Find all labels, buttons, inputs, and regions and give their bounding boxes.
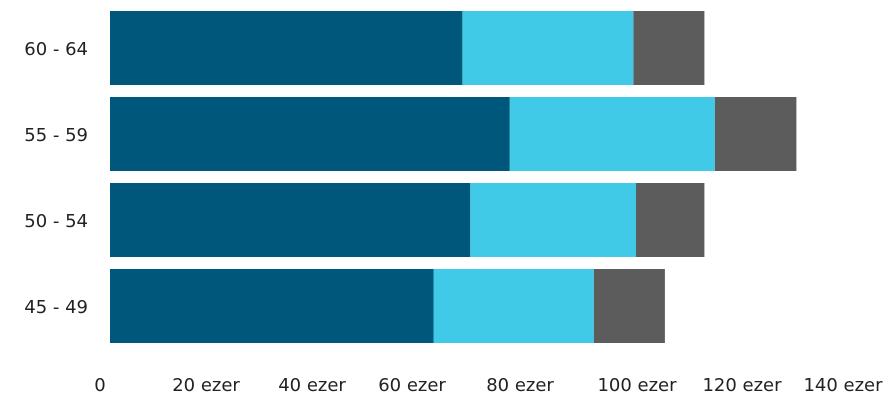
x-axis-labels: 0 20 ezer 40 ezer 60 ezer 80 ezer 100 ezer 120… xyxy=(94,375,883,396)
x-tick-label: 140 ezer xyxy=(803,375,883,396)
bar-segment-4-series-3 xyxy=(593,269,665,343)
x-tick-label: 120 ezer xyxy=(702,375,782,396)
bar-segment-2-series-3 xyxy=(714,97,797,171)
x-tick-label: 0 xyxy=(94,375,105,396)
y-tick-label: 45 - 49 xyxy=(24,297,88,318)
bar-segment-1-series-2 xyxy=(462,11,634,85)
bar-segment-3-series-3 xyxy=(636,183,705,257)
x-tick-label: 80 ezer xyxy=(486,375,554,396)
y-tick-label: 50 - 54 xyxy=(24,211,88,232)
y-tick-label: 60 - 64 xyxy=(24,39,88,60)
bar-segment-3-series-2 xyxy=(470,183,636,257)
bar-segment-3-series-1 xyxy=(110,183,471,257)
y-axis-labels: 60 - 64 55 - 59 50 - 54 45 - 49 xyxy=(24,39,88,318)
bar-segment-2-series-2 xyxy=(509,97,715,171)
bar-segment-1-series-3 xyxy=(633,11,705,85)
y-tick-label: 55 - 59 xyxy=(24,125,88,146)
bar-segment-1-series-1 xyxy=(110,11,463,85)
x-tick-label: 40 ezer xyxy=(278,375,346,396)
x-tick-label: 20 ezer xyxy=(172,375,240,396)
bar-segment-4-series-1 xyxy=(110,269,434,343)
x-tick-label: 60 ezer xyxy=(378,375,446,396)
bar-segment-4-series-2 xyxy=(433,269,594,343)
bar-segment-2-series-1 xyxy=(110,97,510,171)
bars-layer xyxy=(110,11,797,343)
x-tick-label: 100 ezer xyxy=(597,375,677,396)
